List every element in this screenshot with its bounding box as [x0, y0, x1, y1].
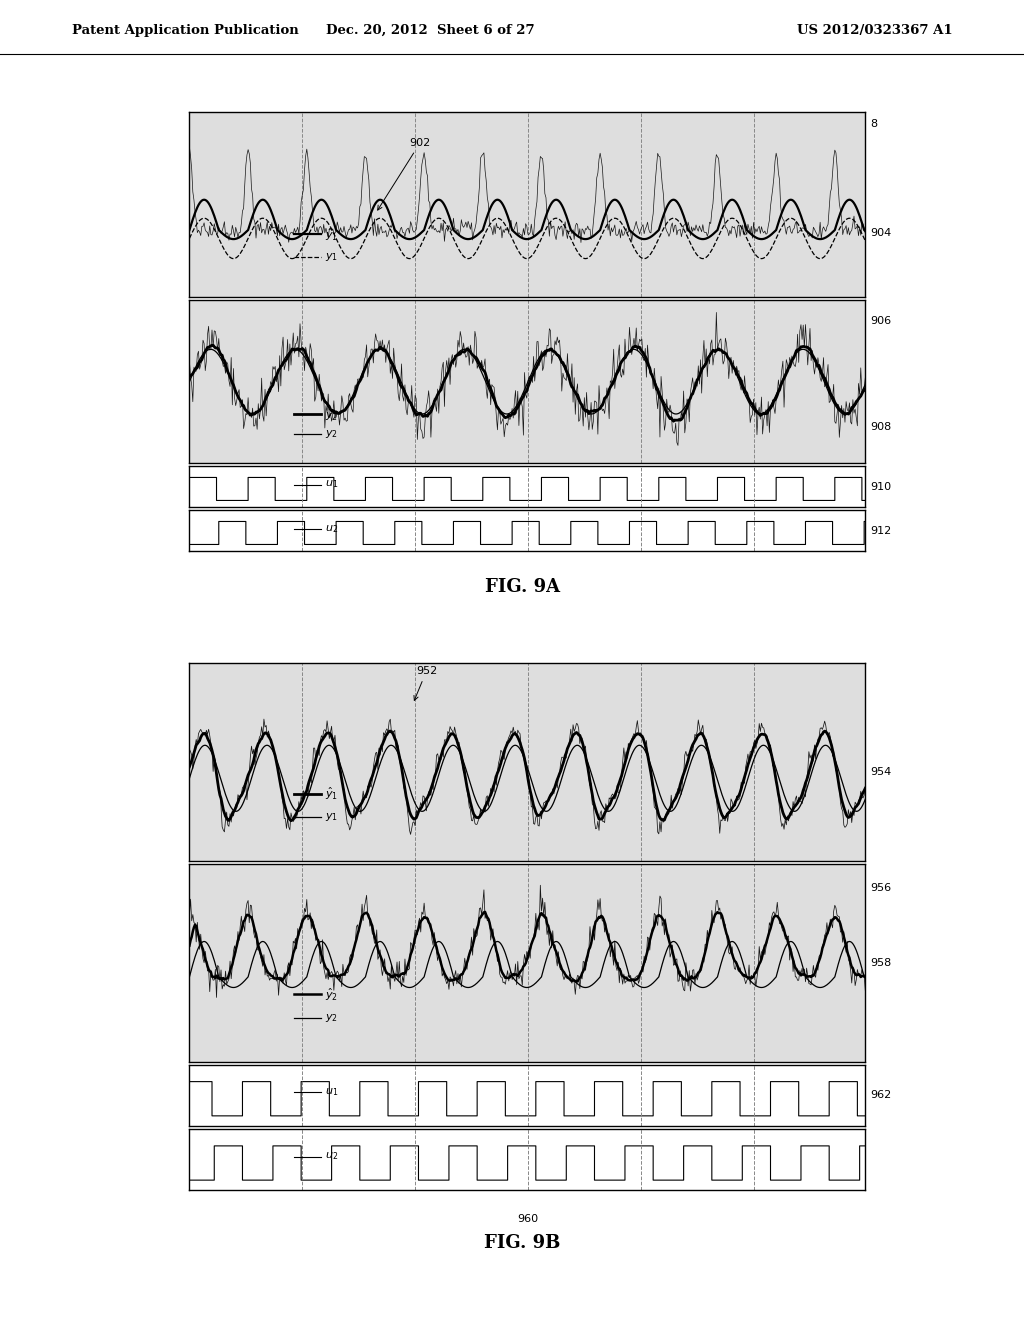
Text: $\hat{y}_2$: $\hat{y}_2$ — [325, 407, 338, 422]
Text: $y_1$: $y_1$ — [325, 812, 338, 824]
Text: 904: 904 — [870, 227, 892, 238]
Text: 912: 912 — [870, 525, 892, 536]
Text: 954: 954 — [870, 767, 892, 776]
Text: $u_1$: $u_1$ — [325, 1086, 338, 1098]
Text: US 2012/0323367 A1: US 2012/0323367 A1 — [797, 24, 952, 37]
Text: 952: 952 — [414, 667, 437, 701]
Text: $u_2$: $u_2$ — [325, 523, 338, 535]
Text: 902: 902 — [378, 137, 431, 210]
Text: Dec. 20, 2012  Sheet 6 of 27: Dec. 20, 2012 Sheet 6 of 27 — [326, 24, 535, 37]
Text: 906: 906 — [870, 317, 892, 326]
Text: $u_2$: $u_2$ — [325, 1151, 338, 1163]
Text: $u_1$: $u_1$ — [325, 479, 338, 491]
Text: 910: 910 — [870, 482, 892, 491]
Text: FIG. 9A: FIG. 9A — [484, 578, 560, 597]
Text: 956: 956 — [870, 883, 892, 894]
Text: 960: 960 — [517, 1214, 538, 1224]
Text: $y_2$: $y_2$ — [325, 428, 338, 440]
Text: Patent Application Publication: Patent Application Publication — [72, 24, 298, 37]
Text: 8: 8 — [870, 119, 878, 129]
Text: 962: 962 — [870, 1090, 892, 1101]
Text: $y_2$: $y_2$ — [325, 1012, 338, 1024]
Text: 958: 958 — [870, 958, 892, 968]
Text: $\hat{y}_1$: $\hat{y}_1$ — [325, 226, 338, 243]
Text: $\hat{y}_2$: $\hat{y}_2$ — [325, 986, 338, 1003]
Text: $y_1$: $y_1$ — [325, 251, 338, 263]
Text: 908: 908 — [870, 422, 892, 433]
Text: FIG. 9B: FIG. 9B — [484, 1234, 560, 1253]
Text: $\hat{y}_1$: $\hat{y}_1$ — [325, 785, 338, 801]
